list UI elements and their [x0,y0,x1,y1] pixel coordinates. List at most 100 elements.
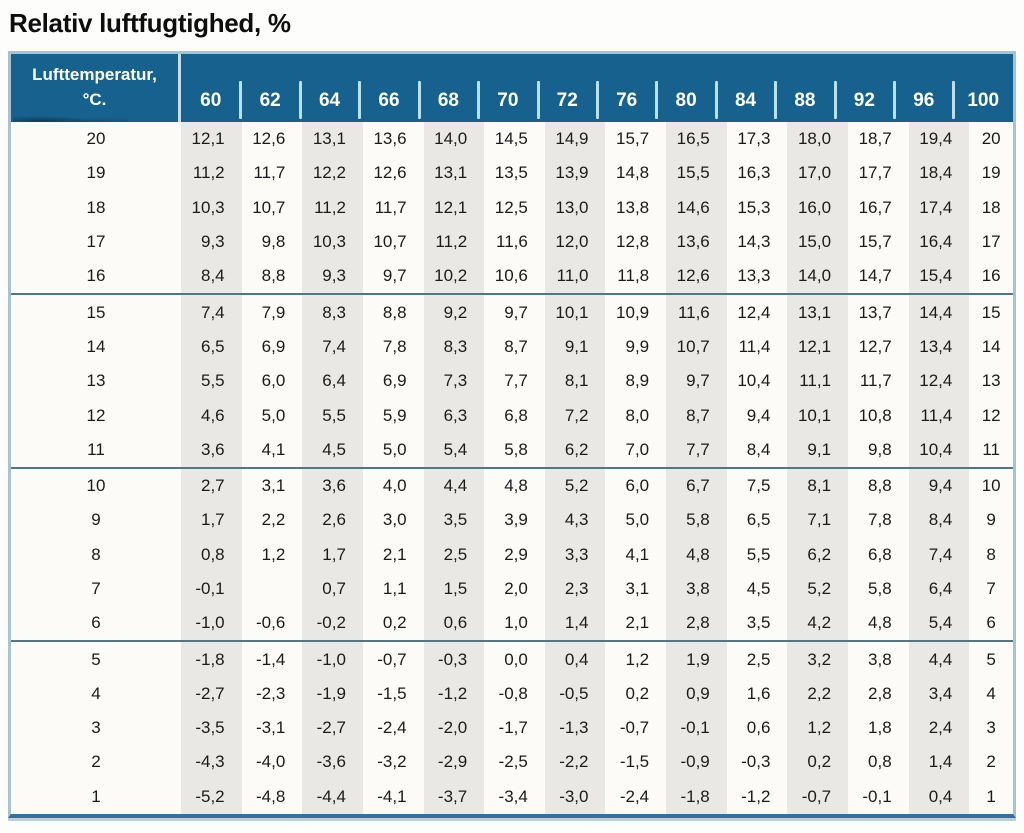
dewpoint-cell: 16,0 [787,190,849,225]
dewpoint-cell: 10,7 [252,197,286,217]
dewpoint-cell: 14,5 [494,129,528,149]
dewpoint-cell: 11,6 [666,295,727,330]
dewpoint-cell: 4,5 [746,579,771,598]
dewpoint-cell: -4,4 [302,779,363,814]
temperature-cell: 19 [86,163,106,183]
dewpoint-cell: 10,1 [787,398,849,433]
dewpoint-cell: 1,5 [423,571,485,607]
dewpoint-cell: 2,5 [746,649,771,669]
dewpoint-cell: 11,0 [544,259,606,294]
dewpoint-cell: 9,7 [666,364,727,399]
dewpoint-cell: 12,4 [737,302,771,322]
dewpoint-cell: 0,8 [181,537,242,572]
dewpoint-cell: 6,2 [544,432,606,467]
dewpoint-cell: 11,8 [617,266,650,286]
dewpoint-cell: 8,7 [504,336,528,356]
dewpoint-cell: 13 [981,371,1001,391]
dewpoint-cell: 0,2 [625,683,650,703]
dewpoint-cell: -3,0 [544,779,606,814]
dewpoint-cell: -0,9 [666,745,727,780]
dewpoint-cell: 12,2 [302,156,363,191]
dewpoint-cell: -2,9 [423,745,485,780]
dewpoint-cell: 7,4 [908,537,970,572]
table-row: 13 5,5 6,0 6,4 6,9 7,3 7,7 8,1 8,9 9,7 10,4 11,1 11,… [11,364,1013,399]
dewpoint-cell: 18,4 [908,156,970,191]
dewpoint-cell: 5,4 [423,432,485,467]
dewpoint-cell: 6,8 [504,405,528,425]
dewpoint-cell: 4,0 [382,476,407,496]
dewpoint-cell: 16,7 [858,197,892,217]
table-row: 4 -2,7 -2,3 -1,9 -1,5 -1,2 -0,8 -0,5 0,2 0,9 1,6 2,… [11,676,1013,712]
dewpoint-cell: 10,4 [737,371,771,391]
dewpoint-cell: 7,0 [625,439,650,459]
dewpoint-cell: 12,8 [616,232,650,252]
table-row: 20 12,1 12,6 13,1 13,6 14,0 14,5 14,9 15,7 16,5 17… [11,122,1013,157]
table-row: 10 2,7 3,1 3,6 4,0 4,4 4,8 5,2 6,0 6,7 7,5 8,1 8,8 9,… [11,468,1013,504]
dewpoint-cell: -5,2 [181,779,242,814]
dewpoint-cell: 9,2 [423,295,485,330]
dewpoint-cell: 11,2 [181,156,242,191]
dewpoint-cell: -0,3 [423,642,485,677]
dewpoint-cell: 11,4 [738,336,771,356]
dewpoint-cell: 11,6 [496,232,528,252]
dewpoint-cell: 13,1 [787,295,849,330]
dewpoint-cell: 6,3 [423,398,485,433]
dewpoint-cell: -4,8 [255,786,286,806]
dewpoint-cell: 11,7 [253,163,286,183]
dewpoint-cell: 8,7 [666,398,727,433]
dewpoint-cell: 7 [986,579,996,598]
dewpoint-cell: 14,0 [787,259,849,294]
column-header: 80 [655,54,715,122]
page-title: Relativ luftfugtighed, % [9,8,291,38]
temperature-cell: 2 [91,752,101,772]
dewpoint-cell: 5,8 [666,503,727,538]
dewpoint-cell: 3,2 [787,642,849,677]
dewpoint-table: Lufttemperatur, °C. 60 62 64 66 68 70 72 76 80 84… [8,51,1016,818]
temperature-cell: 4 [91,683,101,703]
dewpoint-cell: -2,0 [423,711,485,746]
temperature-cell: 3 [91,718,101,738]
dewpoint-cell: 18 [981,197,1001,217]
dewpoint-cell: 13,5 [494,163,528,183]
dewpoint-cell: 4,1 [625,544,650,564]
dewpoint-cell: 7,1 [787,503,849,538]
dewpoint-cell: 1,2 [787,711,849,746]
dewpoint-cell: 6,4 [908,571,970,607]
dewpoint-cell: -3,4 [498,786,528,806]
dewpoint-cell: 15,5 [666,156,727,191]
row-group: 15 7,4 7,9 8,3 8,8 9,2 9,7 10,1 10,9 11,6 12,4 13,1… [11,293,1013,467]
dewpoint-cell: 5 [986,649,996,669]
dewpoint-cell: -2,4 [619,786,650,806]
dewpoint-cell: 5,5 [746,544,771,564]
dewpoint-cell: 11,7 [374,197,407,217]
dewpoint-cell: 4 [986,683,996,703]
table-row: 12 4,6 5,0 5,5 5,9 6,3 6,8 7,2 8,0 8,7 9,4 10,1 10,8… [11,398,1013,433]
column-header: 60 [200,90,222,111]
column-header: 70 [477,54,537,122]
temperature-cell: 9 [91,510,101,530]
dewpoint-cell: 8,0 [625,405,650,425]
dewpoint-cell: 20 [981,129,1001,149]
dewpoint-cell: 3,3 [544,537,606,572]
dewpoint-cell: 9,1 [787,432,849,467]
dewpoint-cell: 0,4 [908,779,970,814]
header-columns: 60 62 64 66 68 70 72 76 80 84 88 92 96 100 [181,54,1013,122]
dewpoint-cell: 8 [986,544,996,564]
dewpoint-cell: 9,7 [504,302,528,322]
dewpoint-cell: -1,7 [498,718,528,738]
temperature-cell: 13 [86,371,106,391]
dewpoint-cell: 4,8 [504,476,528,496]
dewpoint-cell: 13,6 [666,224,727,260]
corner-header-line2: °C. [82,90,107,109]
dewpoint-cell: 15,3 [737,197,771,217]
dewpoint-cell: 4,8 [666,537,727,572]
dewpoint-cell: -0,5 [544,676,606,712]
table-row: 14 6,5 6,9 7,4 7,8 8,3 8,7 9,1 9,9 10,7 11,4 12,1 12… [11,329,1013,365]
dewpoint-cell: 1,9 [666,642,727,677]
dewpoint-cell: 0,7 [302,571,363,607]
table-row: 8 0,8 1,2 1,7 2,1 2,5 2,9 3,3 4,1 4,8 5,5 6,2 6,8 7,4… [11,537,1013,572]
column-header: 66 [358,54,418,122]
dewpoint-cell: 0,2 [787,745,849,780]
temperature-cell: 14 [86,336,106,356]
dewpoint-cell: 6,4 [302,364,363,399]
